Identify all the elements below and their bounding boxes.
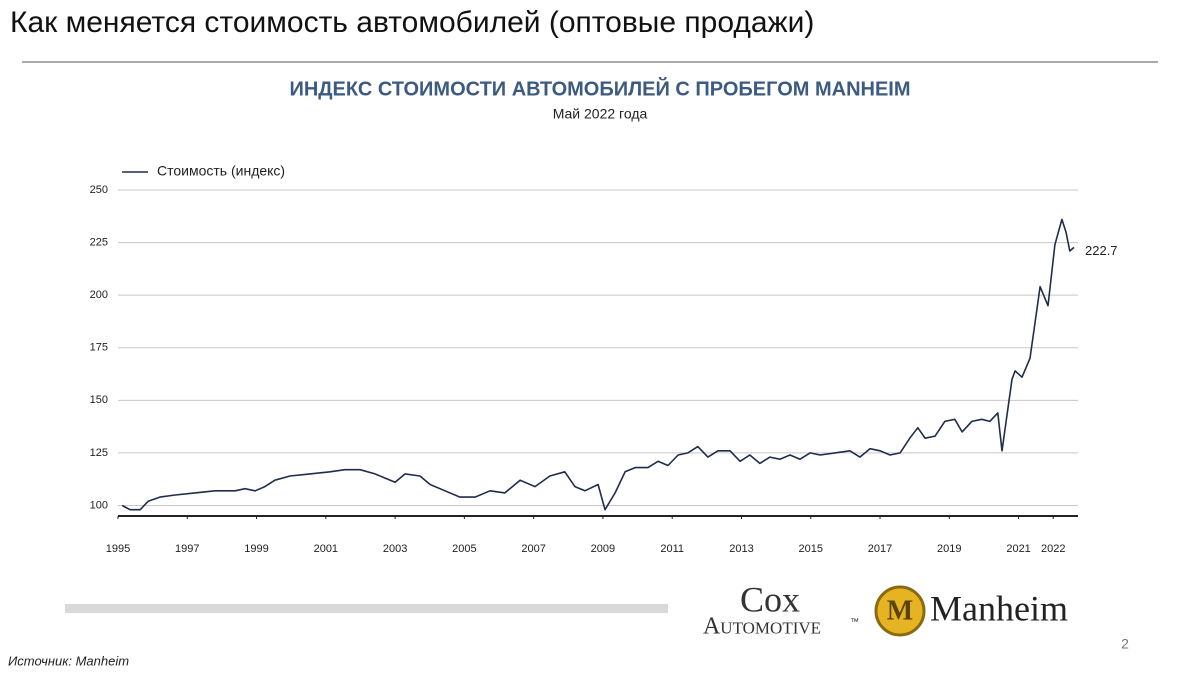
x-tick-label: 2007 [521, 543, 545, 555]
x-tick-label: 2021 [1006, 543, 1030, 555]
y-tick-label: 125 [90, 447, 108, 459]
chart-title: ИНДЕКС СТОИМОСТИ АВТОМОБИЛЕЙ С ПРОБЕГОМ … [289, 76, 910, 100]
x-tick-label: 2011 [660, 543, 684, 555]
chart-subtitle: Май 2022 года [553, 106, 648, 122]
cox-logo: Cox [740, 579, 800, 619]
plot: 100 125 150 175 200 225 250 1995 1997 1999 2001 200… [90, 163, 1118, 555]
tm-mark: ™ [850, 616, 859, 626]
x-tick-label: 1999 [244, 543, 268, 555]
y-tick-label: 100 [90, 499, 108, 511]
decor-bar [65, 604, 668, 613]
x-tick-label: 2003 [383, 543, 407, 555]
manheim-badge [874, 585, 926, 637]
source-note: Источник: Manheim [8, 653, 129, 668]
y-tick-label: 175 [90, 342, 108, 354]
x-tick-label: 2009 [591, 543, 615, 555]
y-tick-label: 225 [90, 236, 108, 248]
page-number: 2 [1121, 636, 1129, 652]
end-value-label: 222.7 [1085, 243, 1118, 258]
x-tick-label: 2022 [1041, 543, 1065, 555]
manheim-logo: Manheim [930, 588, 1068, 628]
x-tick-label: 1997 [175, 543, 199, 555]
series-line [121, 218, 1075, 511]
x-tick-label: 2019 [937, 543, 961, 555]
x-tick-label: 2017 [868, 543, 892, 555]
y-tick-label: 200 [90, 289, 108, 301]
x-tick-label: 2015 [799, 543, 823, 555]
x-tick-label: 2005 [452, 543, 476, 555]
x-tick-label: 2013 [729, 543, 753, 555]
y-tick-label: 150 [90, 394, 108, 406]
automotive-logo: Automotive [703, 614, 821, 640]
x-tick-label: 1995 [106, 543, 130, 555]
y-tick-label: 250 [90, 184, 108, 196]
slide-title: Как меняется стоимость автомобилей (опто… [10, 6, 814, 39]
x-tick-label: 2001 [314, 543, 338, 555]
legend-label: Стоимость (индекс) [157, 163, 285, 179]
manheim-badge-letter: M [887, 595, 913, 626]
